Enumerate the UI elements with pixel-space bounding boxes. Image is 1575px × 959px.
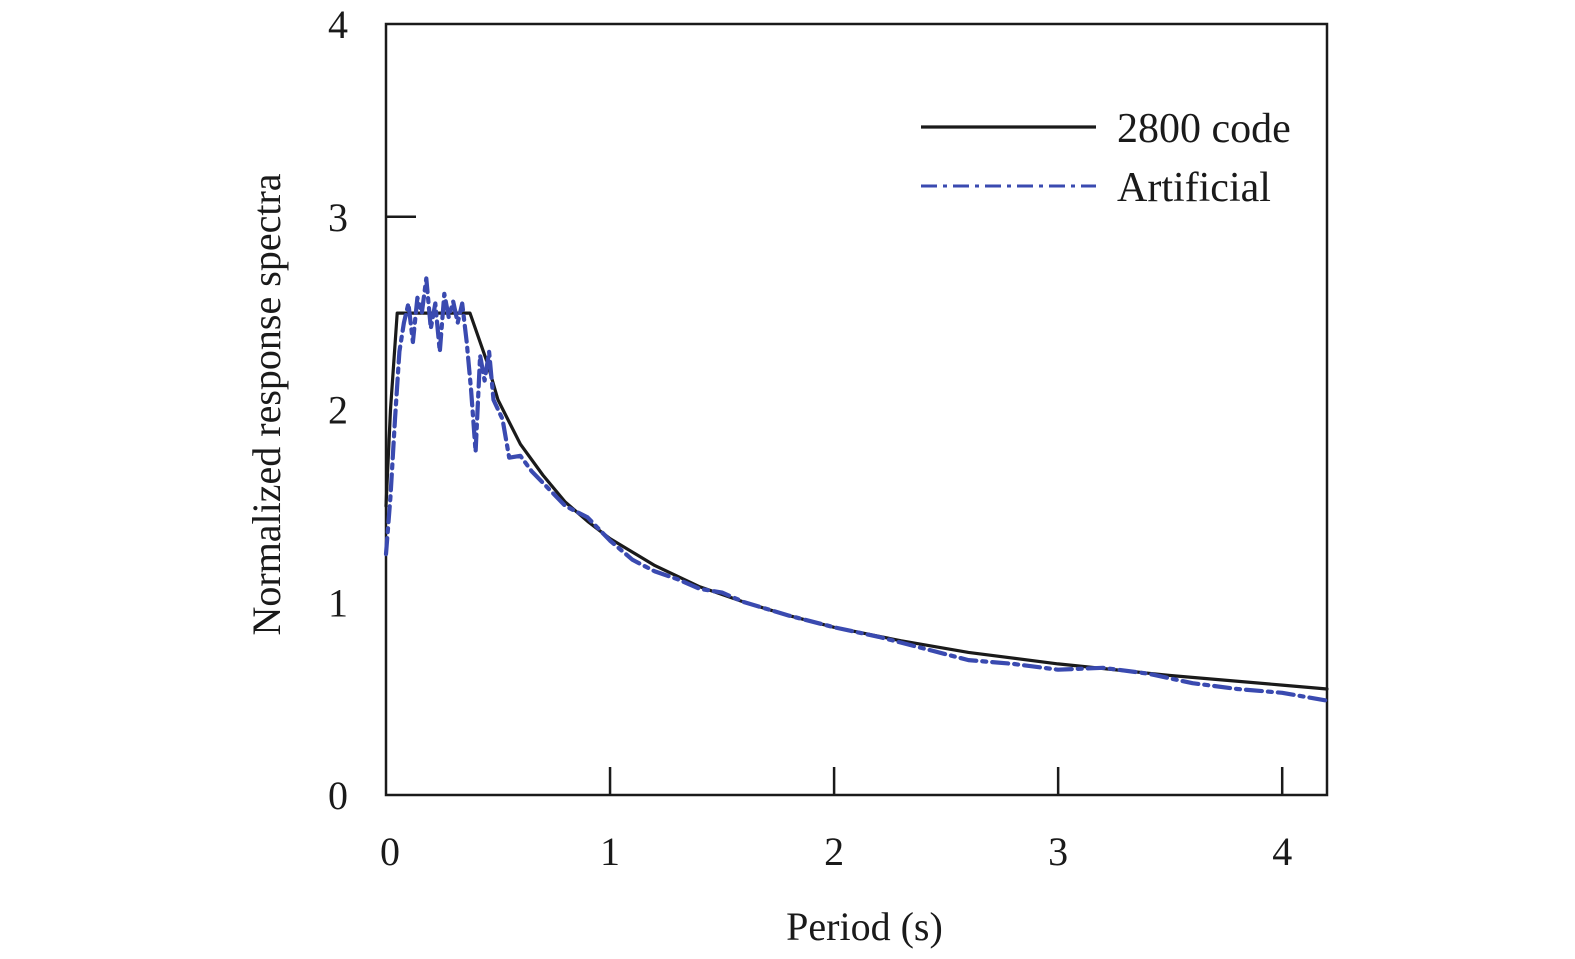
- y-tick-label-4: 4: [328, 2, 348, 47]
- x-tick-label-3: 3: [1048, 829, 1068, 874]
- legend-label-2800-code: 2800 code: [1117, 106, 1291, 152]
- y-tick-label-0: 0: [328, 773, 348, 818]
- series-line-artificial: [383, 276, 1330, 703]
- series-lines: [383, 276, 1330, 703]
- y-tick-label-2: 2: [328, 388, 348, 433]
- x-tick-label-4: 4: [1272, 829, 1292, 874]
- y-tick-label-1: 1: [328, 580, 348, 625]
- legend: 2800 code Artificial: [921, 106, 1291, 211]
- x-tick-label-1: 1: [600, 829, 620, 874]
- axis-ticks: [386, 215, 1284, 795]
- x-axis-label: Period (s): [786, 904, 943, 949]
- x-tick-label-2: 2: [824, 829, 844, 874]
- plot-area: [384, 22, 1329, 797]
- x-tick-label-0: 0: [380, 829, 400, 874]
- legend-label-artificial: Artificial: [1117, 165, 1271, 211]
- axis-tick-labels: 0 1 2 3 4 0 1 2 3 4: [328, 2, 1292, 874]
- y-tick-label-3: 3: [328, 195, 348, 240]
- y-axis-label: Normalized response spectra: [244, 173, 289, 635]
- plot-frame: [384, 22, 1329, 797]
